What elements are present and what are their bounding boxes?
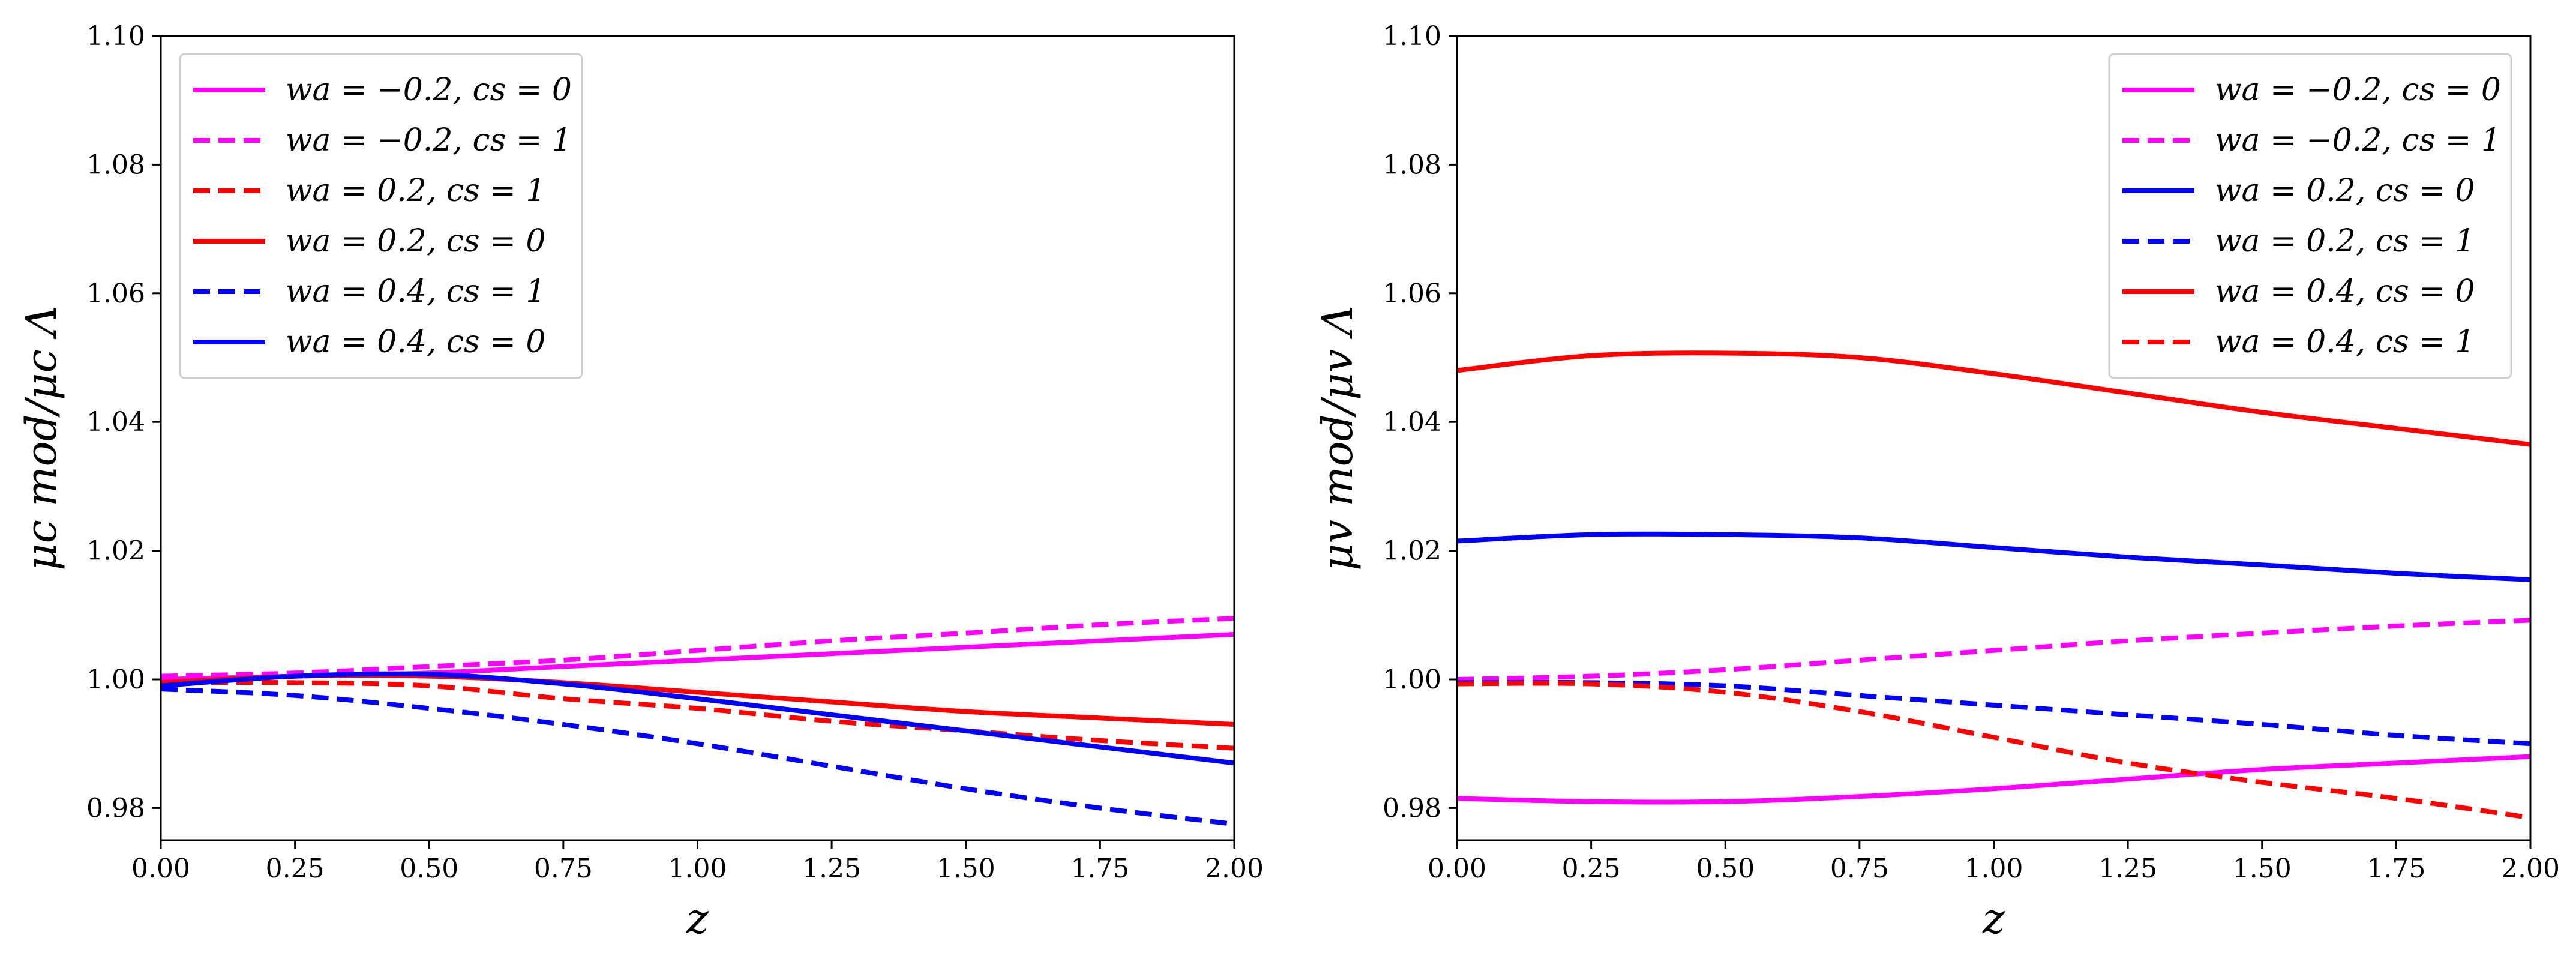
left-legend-entry: wa = 0.4, cs = 0 bbox=[286, 324, 545, 360]
right-series-line-5 bbox=[1457, 681, 2530, 820]
right-x-tick-label: 1.00 bbox=[1965, 853, 2023, 884]
right-x-tick-label: 0.50 bbox=[1696, 853, 1755, 884]
left-x-tick-label: 0.75 bbox=[534, 853, 593, 884]
left-y-tick-label: 1.00 bbox=[86, 664, 145, 695]
right-y-tick-label: 1.06 bbox=[1383, 278, 1441, 309]
right-x-tick-label: 0.75 bbox=[1830, 853, 1889, 884]
right-chart-panel: 0.00 0.25 0.50 0.75 1.00 1.25 1.50 1.75 2.00 0.98… bbox=[1313, 21, 2560, 943]
left-x-tick-label: 1.00 bbox=[668, 853, 727, 884]
right-legend: wa = −0.2, cs = 0 wa = −0.2, cs = 1 wa = 0… bbox=[2108, 53, 2512, 379]
right-series-line-0 bbox=[1457, 754, 2530, 805]
left-legend-entry: wa = −0.2, cs = 1 bbox=[286, 122, 572, 158]
right-legend-entry: wa = 0.2, cs = 1 bbox=[2215, 223, 2475, 259]
right-x-tick-label: 1.50 bbox=[2233, 853, 2292, 884]
left-y-axis-label: μc mod/μc Λ bbox=[17, 305, 66, 570]
left-legend-box bbox=[179, 53, 583, 379]
right-y-tick-label: 1.04 bbox=[1383, 407, 1441, 437]
left-x-tick-label: 0.25 bbox=[266, 853, 325, 884]
right-series-line-3 bbox=[1457, 679, 2530, 747]
right-y-tick-label: 0.98 bbox=[1383, 793, 1441, 823]
right-legend-entry: wa = 0.4, cs = 0 bbox=[2215, 274, 2475, 310]
left-x-tick-label: 1.50 bbox=[937, 853, 995, 884]
right-y-axis-label: μv mod/μv Λ bbox=[1313, 305, 1362, 571]
left-legend-entry: wa = 0.2, cs = 1 bbox=[286, 173, 545, 209]
left-legend-entry: wa = −0.2, cs = 0 bbox=[286, 72, 572, 108]
right-series-line-2 bbox=[1457, 531, 2530, 582]
left-series-line-1 bbox=[161, 616, 1234, 679]
right-x-tick-label: 1.75 bbox=[2367, 853, 2425, 884]
right-series-line-1 bbox=[1457, 618, 2530, 682]
left-y-tick-label: 1.06 bbox=[86, 278, 145, 309]
right-x-tick-label: 0.25 bbox=[1562, 853, 1621, 884]
left-y-tick-label: 1.08 bbox=[86, 149, 145, 180]
right-x-tick-label: 1.25 bbox=[2098, 853, 2157, 884]
left-y-tick-label: 1.04 bbox=[86, 407, 145, 437]
left-series-group bbox=[161, 616, 1234, 827]
left-legend: wa = −0.2, cs = 0 wa = −0.2, cs = 1 wa = 0… bbox=[179, 53, 583, 379]
right-legend-entry: wa = 0.4, cs = 1 bbox=[2215, 324, 2475, 360]
right-y-tick-label: 1.00 bbox=[1383, 664, 1441, 695]
left-chart-panel: 0.00 0.25 0.50 0.75 1.00 1.25 1.50 1.75 2.00 0.98… bbox=[17, 21, 1264, 943]
left-x-tick-label: 2.00 bbox=[1205, 853, 1264, 884]
left-legend-entry: wa = 0.4, cs = 1 bbox=[286, 274, 545, 310]
left-x-tick-label: 0.00 bbox=[131, 853, 190, 884]
right-series-line-4 bbox=[1457, 350, 2530, 447]
right-x-tick-label: 2.00 bbox=[2501, 853, 2560, 884]
right-y-tick-label: 1.02 bbox=[1383, 536, 1441, 567]
left-x-tick-label: 1.25 bbox=[802, 853, 861, 884]
right-legend-entry: wa = −0.2, cs = 0 bbox=[2215, 72, 2501, 108]
left-legend-entry: wa = 0.2, cs = 0 bbox=[286, 223, 545, 259]
left-series-line-2 bbox=[161, 679, 1234, 751]
right-series-group bbox=[1457, 350, 2530, 820]
left-y-tick-label: 0.98 bbox=[86, 793, 145, 823]
right-legend-entry: wa = 0.2, cs = 0 bbox=[2215, 173, 2475, 209]
left-y-tick-label: 1.10 bbox=[86, 21, 145, 52]
left-series-line-4 bbox=[161, 687, 1234, 827]
right-x-axis-label: z bbox=[1982, 894, 2005, 943]
right-y-tick-label: 1.08 bbox=[1383, 149, 1441, 180]
left-y-tick-label: 1.02 bbox=[86, 536, 145, 567]
right-legend-box bbox=[2108, 53, 2512, 379]
left-x-tick-label: 1.75 bbox=[1070, 853, 1129, 884]
right-legend-entry: wa = −0.2, cs = 1 bbox=[2215, 122, 2501, 158]
left-x-tick-label: 0.50 bbox=[400, 853, 458, 884]
right-y-tick-label: 1.10 bbox=[1383, 21, 1441, 52]
right-x-tick-label: 0.00 bbox=[1428, 853, 1486, 884]
left-x-axis-label: z bbox=[686, 894, 709, 943]
left-series-line-5 bbox=[161, 671, 1234, 766]
